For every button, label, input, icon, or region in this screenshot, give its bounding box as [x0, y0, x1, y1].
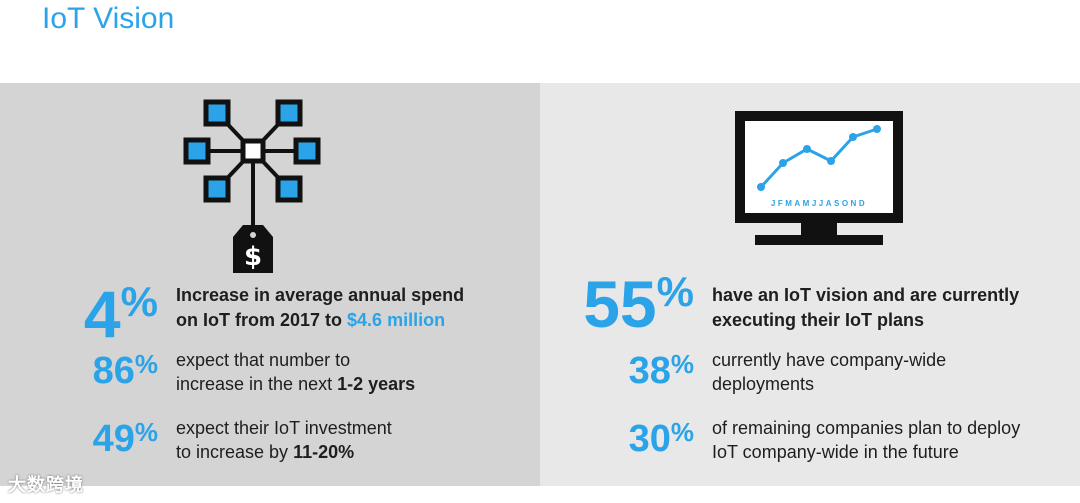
iot-network-price-tag-icon: $	[183, 99, 321, 273]
desc-line-2: executing their IoT plans	[712, 310, 925, 330]
stat-38-percent: 38%	[596, 351, 694, 391]
bold-text: 11-20%	[293, 442, 355, 462]
stat-55-description: have an IoT vision and are currently exe…	[712, 283, 1019, 333]
stat-value: 86	[92, 350, 135, 392]
stat-value: 30	[628, 418, 671, 460]
desc-line-2: on IoT from 2017 to $4.6 million	[176, 308, 464, 333]
highlight-amount: $4.6 million	[347, 310, 446, 330]
desc-line-1: Increase in average annual spend	[176, 285, 465, 305]
desc-line-2: IoT company-wide in the future	[712, 442, 959, 462]
percent-sign: %	[670, 349, 694, 379]
stat-value: 55	[583, 267, 657, 341]
right-panel: JFMAMJJASOND 55% have an IoT vision and …	[540, 83, 1080, 486]
desc-line-2: to increase by 11-20%	[176, 440, 392, 464]
month-labels: JFMAMJJASOND	[771, 199, 867, 208]
desc-line-1: expect that number to	[176, 350, 351, 370]
stat-30-percent: 30%	[596, 419, 694, 459]
stat-value: 4	[83, 277, 121, 351]
stat-value: 49	[92, 418, 135, 460]
stat-86-percent: 86%	[60, 351, 158, 391]
left-panel: $ 4% Increase in average annual spend on…	[0, 83, 540, 486]
percent-sign: %	[656, 268, 694, 315]
desc-line-1: of remaining companies plan to deploy	[712, 418, 1021, 438]
stat-value: 38	[628, 350, 671, 392]
percent-sign: %	[120, 278, 158, 325]
desc-text: increase in the next	[176, 374, 338, 394]
svg-text:$: $	[244, 242, 262, 272]
desc-text: on IoT from 2017 to	[176, 310, 348, 330]
stat-49-description: expect their IoT investment to increase …	[176, 416, 392, 464]
stat-4-percent: 4%	[60, 277, 158, 351]
stat-86-description: expect that number to increase in the ne…	[176, 348, 415, 396]
desc-line-1: have an IoT vision and are currently	[712, 285, 1020, 305]
stat-38-description: currently have company-wide deployments	[712, 348, 946, 396]
page-title: IoT Vision	[42, 2, 175, 35]
desc-line-2: deployments	[712, 374, 815, 394]
desc-line-1: currently have company-wide	[712, 350, 947, 370]
watermark-logo: 大数跨境	[8, 471, 84, 497]
stat-30-description: of remaining companies plan to deploy Io…	[712, 416, 1020, 464]
monitor-line-chart-icon: JFMAMJJASOND	[735, 111, 903, 245]
stat-4-description: Increase in average annual spend on IoT …	[176, 283, 464, 333]
desc-line-2: increase in the next 1-2 years	[176, 372, 415, 396]
stat-55-percent: 55%	[560, 267, 694, 341]
percent-sign: %	[134, 417, 158, 447]
stat-49-percent: 49%	[60, 419, 158, 459]
desc-text: to increase by	[176, 442, 294, 462]
desc-line-1: expect their IoT investment	[176, 418, 392, 438]
percent-sign: %	[670, 417, 694, 447]
watermark-text: 大数跨境	[8, 475, 84, 496]
percent-sign: %	[134, 349, 158, 379]
bold-text: 1-2 years	[337, 374, 416, 394]
